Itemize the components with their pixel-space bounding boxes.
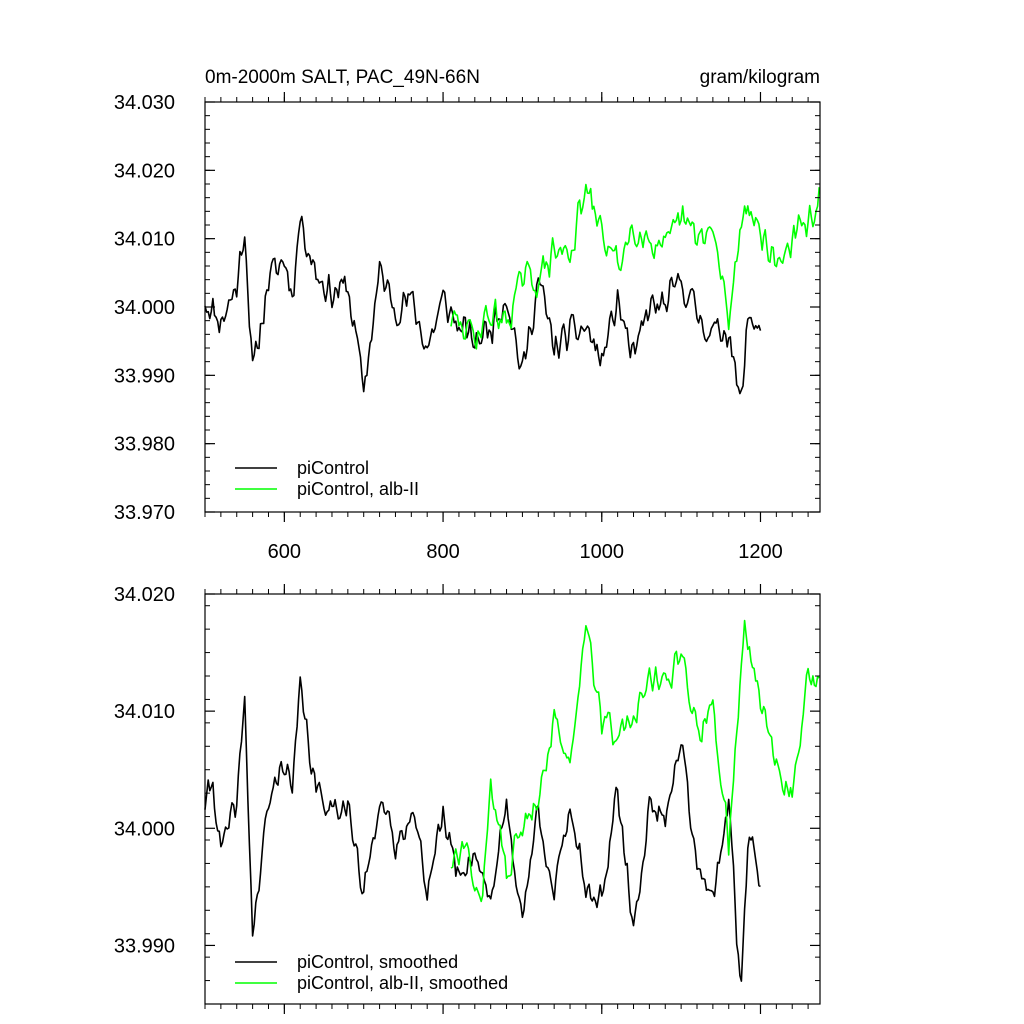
top-panel: 0m-2000m SALT, PAC_49N-66N gram/kilogram… [114,67,821,563]
y-tick-label: 33.990 [114,365,175,387]
series-line-alb-ii [450,183,820,350]
y-tick-label: 34.020 [114,584,175,606]
x-tick-label: 800 [426,541,459,563]
series-line-picontrol [204,676,761,982]
x-tick-label: 600 [268,541,301,563]
bottom-plot-frame [204,593,821,1005]
legend-label: piControl, alb-II, smoothed [297,973,508,993]
legend-label: piControl [297,458,369,478]
bottom-panel: 33.990 34.000 34.010 34.020 piControl, smoo… [114,584,821,1014]
top-series-group [204,183,820,395]
bottom-series-group [204,619,820,982]
y-tick-label: 33.990 [114,935,175,957]
x-tick-label: 1000 [580,541,625,563]
series-line-picontrol [204,215,762,395]
y-tick-label: 33.980 [114,434,175,456]
y-tick-label: 34.000 [114,297,175,319]
y-tick-label: 33.970 [114,502,175,524]
y-tick-label: 34.010 [114,701,175,723]
top-plot-frame [204,101,821,513]
y-tick-label: 34.030 [114,92,175,114]
y-tick-label: 34.020 [114,160,175,182]
legend-label: piControl, alb-II [297,479,419,499]
legend-label: piControl, smoothed [297,952,458,972]
top-units: gram/kilogram [700,67,820,88]
top-title: 0m-2000m SALT, PAC_49N-66N [205,67,480,88]
x-tick-label: 1200 [738,541,783,563]
series-line-alb-ii [450,619,820,903]
y-tick-label: 34.010 [114,229,175,251]
bottom-axis-ticks: 33.990 34.000 34.010 34.020 [114,584,820,1014]
top-axis-ticks: 33.970 33.980 33.990 34.000 34.010 34.020 34.0… [114,92,820,563]
y-tick-label: 34.000 [114,818,175,840]
